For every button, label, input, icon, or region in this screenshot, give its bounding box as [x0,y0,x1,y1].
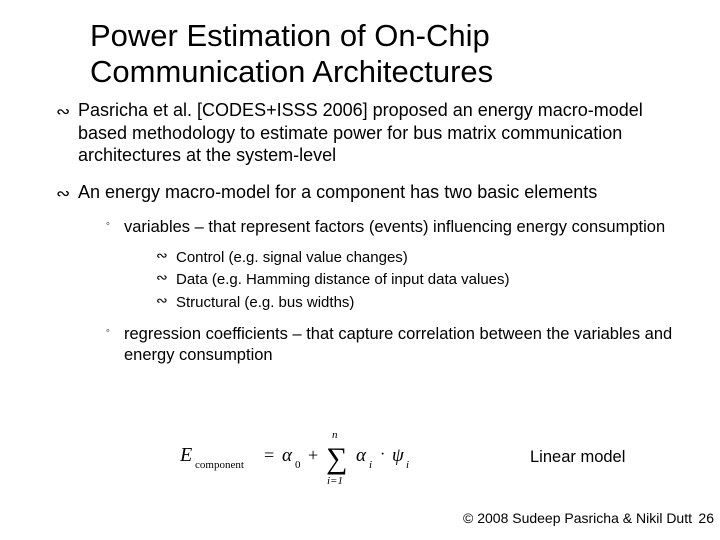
footer-copyright: © 2008 Sudeep Pasricha & Nikil Dutt [463,510,692,526]
bullet-2-2-text: regression coefficients – that capture c… [124,325,672,364]
svg-text:∑: ∑ [326,442,347,475]
svg-text:+: + [308,445,318,465]
svg-text:i: i [369,459,372,471]
svg-text:i: i [406,459,409,471]
bullet-1: ∾ Pasricha et al. [CODES+ISSS 2006] prop… [72,99,690,167]
svg-text:n: n [332,429,338,441]
bullet-2-1-c-text: Structural (e.g. bus widths) [176,294,354,311]
bullet-2-1-text: variables – that represent factors (even… [124,218,665,236]
bullet-1-text: Pasricha et al. [CODES+ISSS 2006] propos… [78,100,643,165]
svg-text:E: E [180,444,192,466]
bullet-2-1-a-text: Control (e.g. signal value changes) [176,249,408,266]
svg-text:ψ: ψ [392,445,405,466]
svg-text:0: 0 [295,459,301,471]
svg-text:α: α [282,445,293,466]
bullet-2: ∾ An energy macro-model for a component … [72,181,690,204]
formula: E component = α 0 + ∑ n i=1 α i · ψ i [180,428,460,493]
linear-model-label: Linear model [530,448,625,467]
svg-text:=: = [264,445,274,465]
svg-text:i=1: i=1 [327,475,343,487]
bullet-icon: ∾ [56,101,70,122]
bullet-icon: ∾ [56,183,70,204]
slide-title: Power Estimation of On-Chip Communicatio… [90,18,690,89]
svg-text:component: component [195,459,244,471]
bullet-icon: ∾ [156,270,168,288]
circle-icon: ◦ [106,218,110,232]
circle-icon: ◦ [106,325,110,339]
page-number: 26 [692,510,714,526]
bullet-icon: ∾ [156,248,168,266]
bullet-2-2: ◦ regression coefficients – that capture… [120,324,690,365]
bullet-2-1-a: ∾ Control (e.g. signal value changes) [172,248,690,268]
bullet-2-1-b-text: Data (e.g. Hamming distance of input dat… [176,271,510,288]
svg-text:α: α [356,445,367,466]
svg-text:·: · [380,446,385,463]
bullet-2-1: ◦ variables – that represent factors (ev… [120,217,690,238]
bullet-icon: ∾ [156,293,168,311]
bullet-2-1-b: ∾ Data (e.g. Hamming distance of input d… [172,270,690,290]
bullet-2-1-c: ∾ Structural (e.g. bus widths) [172,293,690,313]
bullet-2-text: An energy macro-model for a component ha… [78,182,597,202]
